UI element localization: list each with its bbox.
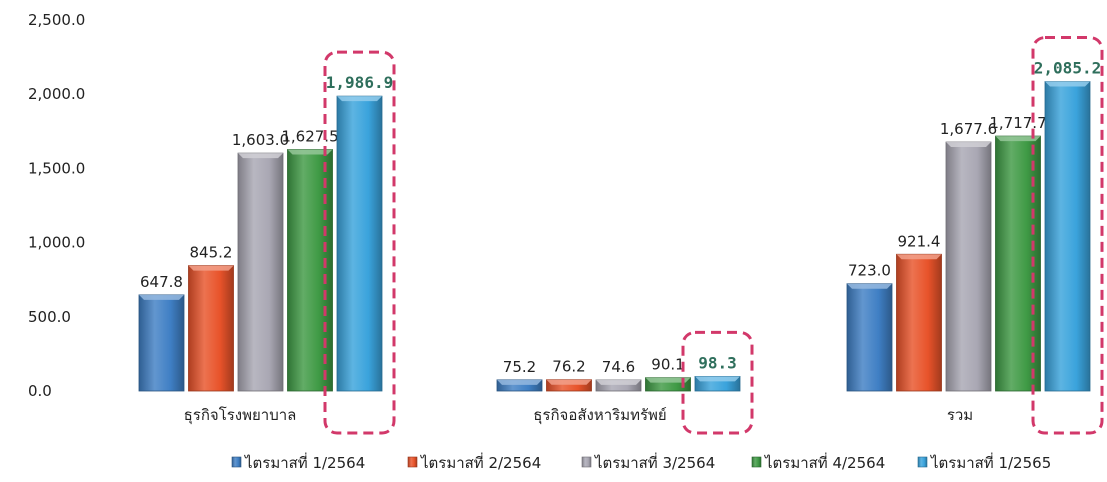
bar xyxy=(138,294,185,392)
bar xyxy=(237,152,284,392)
highlight-box xyxy=(323,50,396,435)
legend-swatch xyxy=(751,456,762,468)
bar-bevel xyxy=(995,136,1041,142)
highlight-box xyxy=(681,330,754,435)
bar xyxy=(336,95,383,392)
data-label: 1,603.0 xyxy=(232,131,289,149)
legend-label: ไตรมาสที่ 1/2564 xyxy=(244,452,365,472)
y-tick-label: 2,500.0 xyxy=(28,11,85,29)
bar-bevel xyxy=(546,379,592,385)
legend-swatch xyxy=(917,456,928,468)
bar xyxy=(287,149,333,392)
category-label: ธุรกิจโรงพยาบาล xyxy=(184,406,297,425)
bar xyxy=(945,141,992,392)
y-tick-label: 1,000.0 xyxy=(28,234,85,252)
legend-label: ไตรมาสที่ 1/2565 xyxy=(930,452,1051,472)
bar-bevel xyxy=(497,379,542,385)
bar-bevel xyxy=(188,265,234,271)
bar-bevel xyxy=(287,149,333,155)
bar xyxy=(846,283,893,392)
bar xyxy=(188,265,234,392)
legend-swatch xyxy=(407,456,418,468)
data-label: 1,677.6 xyxy=(940,120,997,138)
bar-bevel xyxy=(645,377,691,383)
bar-bevel xyxy=(1045,81,1090,87)
data-label: 1,986.9 xyxy=(326,73,393,92)
data-label: 2,085.2 xyxy=(1034,59,1101,78)
bar-bevel xyxy=(946,142,991,148)
category-label: รวม xyxy=(947,406,973,424)
data-label: 74.6 xyxy=(602,358,635,376)
data-label: 1,717.7 xyxy=(989,114,1046,132)
category-label: ธุรกิจอสังหาริมทรัพย์ xyxy=(533,406,666,425)
y-tick-label: 0.0 xyxy=(28,382,52,400)
legend-label: ไตรมาสที่ 3/2564 xyxy=(594,452,715,472)
data-label: 647.8 xyxy=(140,273,183,291)
bar xyxy=(896,253,942,392)
legend-label: ไตรมาสที่ 4/2564 xyxy=(764,452,885,472)
data-label: 921.4 xyxy=(898,232,941,250)
legend-swatch xyxy=(231,456,242,468)
bar-bevel xyxy=(596,379,641,385)
bar-bevel xyxy=(847,283,892,289)
bar-bevel xyxy=(695,376,740,382)
y-tick-label: 500.0 xyxy=(28,308,71,326)
legend-label: ไตรมาสที่ 2/2564 xyxy=(420,452,541,472)
data-label: 1,627.5 xyxy=(281,127,338,145)
highlight-box xyxy=(1031,36,1104,435)
data-label: 98.3 xyxy=(698,353,737,372)
bar-bevel xyxy=(896,254,942,260)
bar-bevel xyxy=(337,96,382,102)
bar-bevel xyxy=(139,294,184,300)
data-label: 75.2 xyxy=(503,358,536,376)
bar-bevel xyxy=(238,153,283,159)
data-label: 76.2 xyxy=(552,358,585,376)
y-tick-label: 1,500.0 xyxy=(28,159,85,177)
y-tick-label: 2,000.0 xyxy=(28,85,85,103)
data-label: 723.0 xyxy=(848,262,891,280)
data-label: 90.1 xyxy=(651,356,684,374)
legend-swatch xyxy=(581,456,592,468)
bar xyxy=(1044,81,1091,392)
data-label: 845.2 xyxy=(190,244,233,262)
